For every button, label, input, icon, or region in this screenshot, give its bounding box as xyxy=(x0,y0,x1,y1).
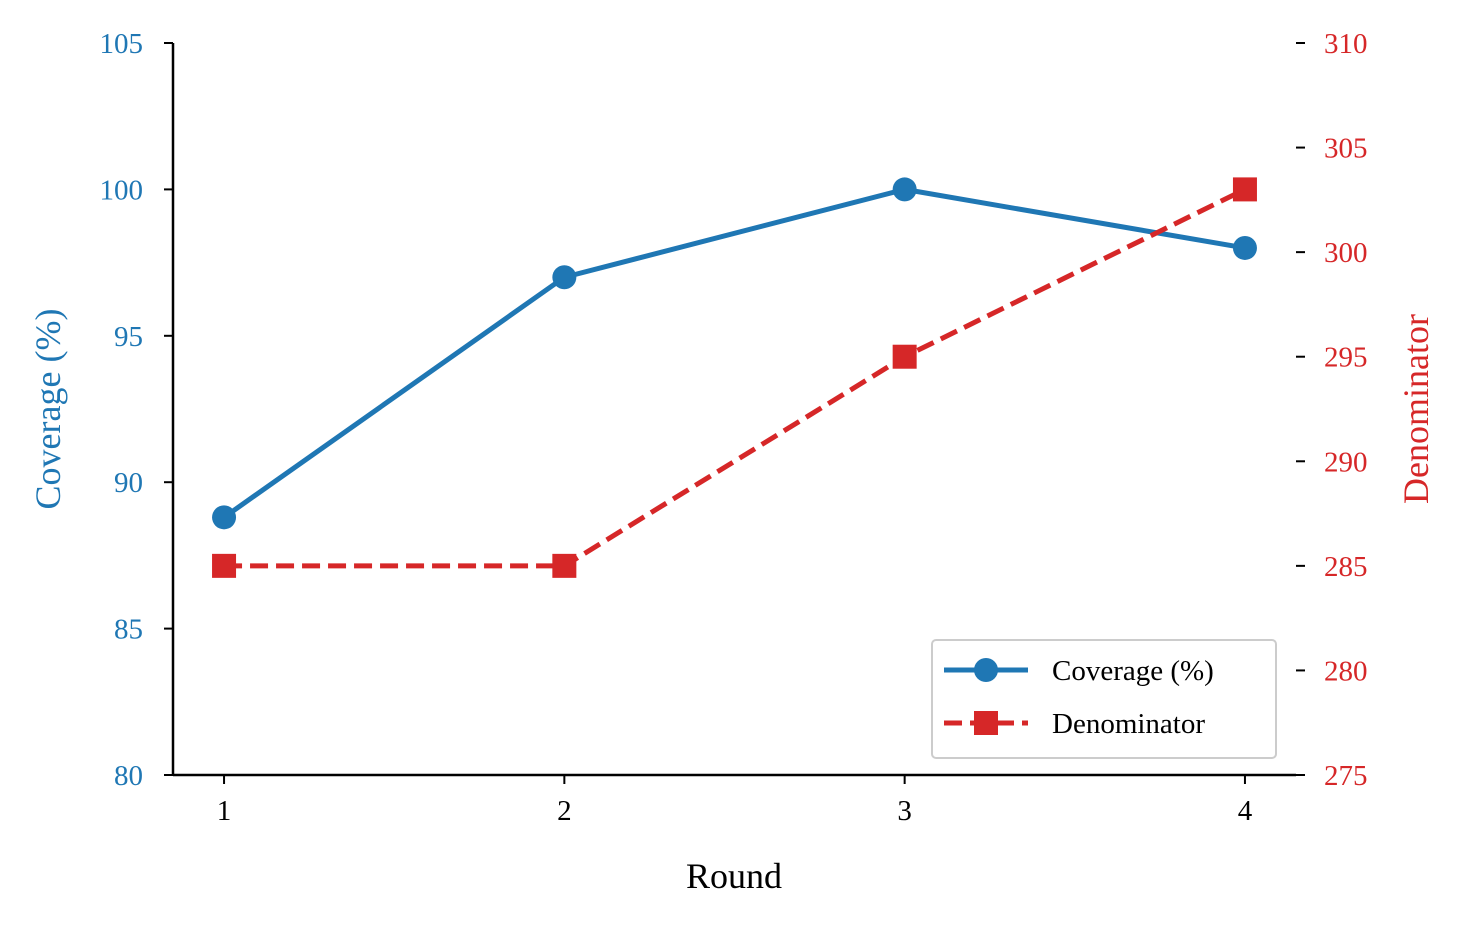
coverage-line xyxy=(222,186,1246,520)
denominator-line xyxy=(224,187,1247,569)
left-y-tick-label: 105 xyxy=(100,28,144,60)
legend-label-coverage: Coverage (%) xyxy=(1052,655,1214,687)
denominator-point xyxy=(892,344,917,369)
right-y-tick-label: 290 xyxy=(1324,446,1368,478)
coverage-point xyxy=(552,265,577,290)
left-y-tick-label: 95 xyxy=(114,321,143,353)
right-y-axis-label: Denominator xyxy=(1396,314,1436,504)
coverage-point xyxy=(892,177,917,202)
coverage-point xyxy=(1232,235,1257,260)
right-y-tick-label: 310 xyxy=(1324,28,1368,60)
right-y-tick-label: 285 xyxy=(1324,551,1368,583)
right-y-tick-label: 295 xyxy=(1324,342,1368,374)
right-y-tick-label: 275 xyxy=(1324,760,1368,792)
denominator-point xyxy=(552,553,577,578)
coverage-point xyxy=(212,505,237,530)
right-y-tick-label: 305 xyxy=(1324,133,1368,165)
series-layer xyxy=(212,177,1257,578)
denominator-point xyxy=(1232,177,1257,202)
legend-marker-denominator xyxy=(974,711,998,735)
axes: 1 2 3 4 80 85 90 95 100 105 275 280 285 290 295 300 305 3… xyxy=(100,28,1368,827)
x-tick-label: 1 xyxy=(217,795,232,827)
right-y-tick-label: 280 xyxy=(1324,655,1368,687)
legend-label-denominator: Denominator xyxy=(1052,708,1205,740)
left-y-axis-label: Coverage (%) xyxy=(28,309,68,510)
left-y-tick-label: 90 xyxy=(114,467,143,499)
left-y-tick-label: 80 xyxy=(114,760,143,792)
x-tick-label: 4 xyxy=(1238,795,1253,827)
left-y-tick-label: 85 xyxy=(114,614,143,646)
x-tick-label: 2 xyxy=(557,795,572,827)
x-tick-label: 3 xyxy=(897,795,912,827)
right-y-tick-label: 300 xyxy=(1324,237,1368,269)
legend-marker-coverage xyxy=(974,658,998,682)
denominator-point xyxy=(212,553,237,578)
legend: Coverage (%) Denominator xyxy=(931,639,1277,759)
left-y-tick-label: 100 xyxy=(100,174,144,206)
x-axis-label: Round xyxy=(686,856,782,896)
